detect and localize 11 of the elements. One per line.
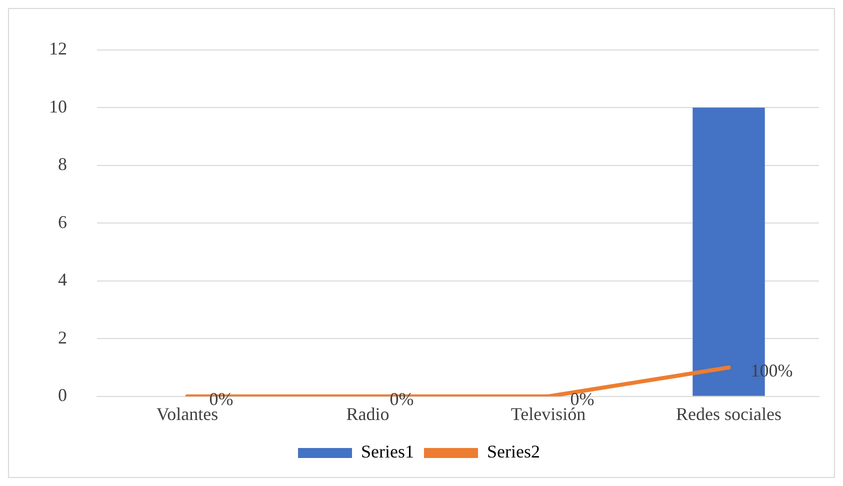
legend-label: Series2 (487, 442, 540, 462)
legend-label: Series1 (361, 442, 414, 462)
y-tick-label: 10 (49, 96, 67, 116)
x-tick-label: Redes sociales (676, 404, 782, 424)
y-tick-label: 0 (58, 385, 67, 406)
y-tick-label: 12 (49, 38, 67, 59)
y-tick-label: 4 (58, 270, 67, 290)
y-tick-label: 6 (58, 212, 67, 232)
x-tick-label: Radio (346, 404, 390, 424)
y-tick-label: 8 (58, 154, 67, 174)
y-tick-label: 2 (58, 327, 67, 348)
